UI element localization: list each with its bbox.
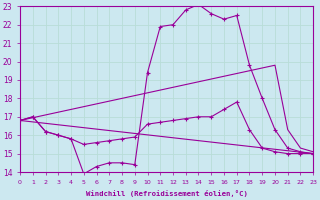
X-axis label: Windchill (Refroidissement éolien,°C): Windchill (Refroidissement éolien,°C) bbox=[86, 190, 248, 197]
